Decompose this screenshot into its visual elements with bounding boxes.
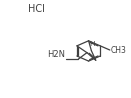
Text: H2N: H2N	[48, 50, 66, 59]
Text: H: H	[90, 41, 95, 47]
Text: CH3: CH3	[111, 45, 126, 54]
Text: HCl: HCl	[28, 4, 45, 14]
